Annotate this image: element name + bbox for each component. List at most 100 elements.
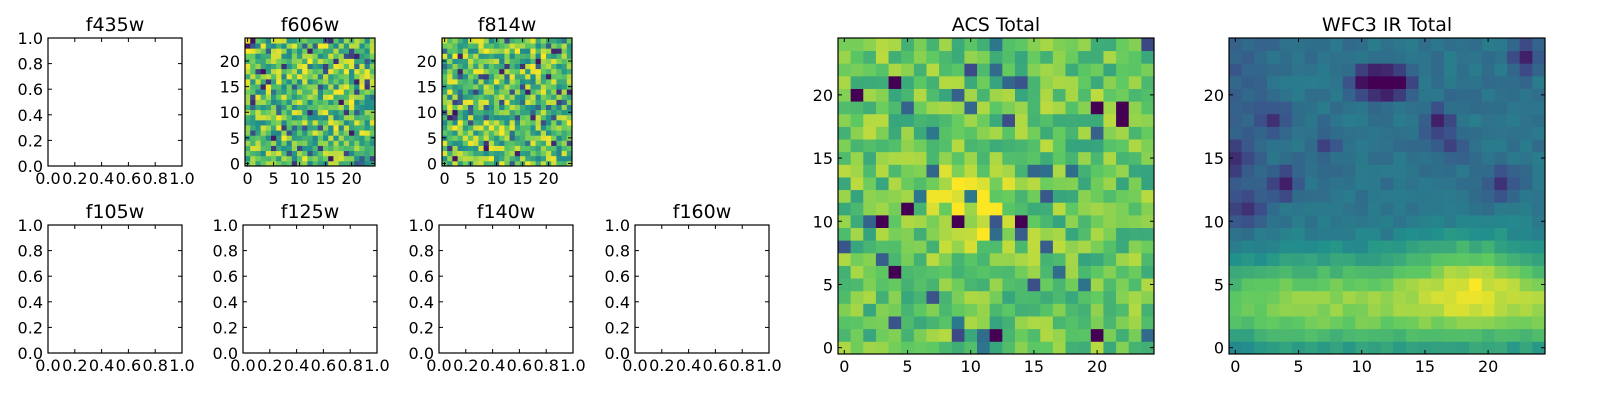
heatmap-cell xyxy=(964,189,978,203)
heatmap-cell xyxy=(1405,139,1419,153)
y-tick-label: 0.6 xyxy=(409,267,434,286)
heatmap-cell xyxy=(520,130,526,136)
heatmap-cell xyxy=(457,155,464,162)
heatmap-cell xyxy=(323,104,329,111)
heatmap-cell xyxy=(1040,75,1054,89)
heatmap-cell xyxy=(1393,341,1407,355)
heatmap-cell xyxy=(265,109,272,116)
heatmap-cell xyxy=(1103,290,1117,304)
heatmap-cell xyxy=(520,125,526,131)
heatmap-cell xyxy=(343,125,350,131)
heatmap-cell xyxy=(488,109,495,116)
heatmap-cell xyxy=(504,53,510,59)
heatmap-cell xyxy=(556,48,562,54)
heatmap-cell xyxy=(520,94,526,100)
heatmap-cell xyxy=(888,113,902,127)
heatmap-cell xyxy=(1065,214,1079,228)
heatmap-cell xyxy=(1507,139,1521,153)
heatmap-cell xyxy=(265,68,272,75)
heatmap-cell xyxy=(509,150,516,157)
heatmap-cell xyxy=(1128,290,1142,304)
heatmap-cell xyxy=(1266,113,1280,127)
heatmap-cell xyxy=(1481,240,1495,254)
heatmap-cell xyxy=(875,240,889,254)
y-tick-label: 20 xyxy=(813,86,833,105)
heatmap-cell xyxy=(457,119,464,126)
heatmap-cell xyxy=(499,140,505,146)
heatmap-cell xyxy=(1002,227,1016,241)
heatmap-cell xyxy=(1292,316,1306,330)
heatmap-cell xyxy=(1292,227,1306,241)
heatmap-cell xyxy=(540,140,547,146)
heatmap-cell xyxy=(343,94,350,100)
heatmap-cell xyxy=(1380,290,1394,304)
heatmap-cell xyxy=(494,150,500,157)
heatmap-cell xyxy=(1469,290,1483,304)
heatmap-cell xyxy=(354,58,360,64)
heatmap-cell xyxy=(494,145,500,152)
heatmap-cell xyxy=(556,160,562,167)
heatmap-cell xyxy=(546,73,552,80)
heatmap-cell xyxy=(989,278,1003,292)
heatmap-cell xyxy=(514,89,521,95)
heatmap-cell xyxy=(276,140,282,146)
heatmap-cell xyxy=(255,94,261,100)
heatmap-cell xyxy=(1380,113,1394,127)
heatmap-cell xyxy=(1090,126,1104,140)
heatmap-cell xyxy=(468,43,474,49)
heatmap-cell xyxy=(556,58,562,64)
heatmap-cell xyxy=(989,252,1003,266)
heatmap-cell xyxy=(964,88,978,102)
heatmap-cell xyxy=(312,63,319,70)
heatmap-cell xyxy=(494,58,500,64)
heatmap-cell xyxy=(478,68,484,75)
heatmap-cell xyxy=(1254,227,1268,241)
heatmap-cell xyxy=(561,68,568,75)
heatmap-cell xyxy=(1481,88,1495,102)
heatmap-cell xyxy=(1443,341,1457,355)
heatmap-cell xyxy=(1431,290,1445,304)
heatmap-cell xyxy=(349,48,355,54)
heatmap-cell xyxy=(260,125,267,131)
heatmap-cell xyxy=(488,145,495,152)
heatmap-cell xyxy=(875,88,889,102)
heatmap-cell xyxy=(850,290,864,304)
heatmap-cell xyxy=(1027,227,1041,241)
heatmap-cell xyxy=(255,73,261,80)
heatmap-cell xyxy=(520,89,526,95)
heatmap-cell xyxy=(1090,328,1104,342)
heatmap-cell xyxy=(1393,265,1407,279)
heatmap-cell xyxy=(1519,240,1533,254)
heatmap-cell xyxy=(1065,164,1079,178)
heatmap-cell xyxy=(1469,214,1483,228)
heatmap-cell xyxy=(1141,177,1155,191)
heatmap-cell xyxy=(1342,316,1356,330)
heatmap-cell xyxy=(509,48,516,54)
heatmap-cell xyxy=(250,94,256,100)
heatmap-cell xyxy=(1443,265,1457,279)
heatmap-cell xyxy=(525,130,531,136)
heatmap-cell xyxy=(276,109,282,116)
heatmap-cell xyxy=(442,150,448,157)
heatmap-cell xyxy=(838,316,852,330)
heatmap-cell xyxy=(875,316,889,330)
heatmap-cell xyxy=(566,94,573,100)
heatmap-cell xyxy=(1065,240,1079,254)
heatmap-cell xyxy=(1507,126,1521,140)
y-tick-label: 0.8 xyxy=(605,242,630,261)
heatmap-cell xyxy=(1507,328,1521,342)
heatmap-cell xyxy=(509,119,516,126)
heatmap-cell xyxy=(1443,240,1457,254)
heatmap-cell xyxy=(1304,177,1318,191)
heatmap-cell xyxy=(297,114,303,121)
heatmap-cell xyxy=(359,53,365,59)
heatmap-cell xyxy=(1330,240,1344,254)
heatmap-cell xyxy=(1116,328,1130,342)
heatmap-cell xyxy=(1090,227,1104,241)
heatmap-cell xyxy=(1241,177,1255,191)
heatmap-cell xyxy=(850,316,864,330)
heatmap-cell xyxy=(509,160,516,167)
heatmap-cell xyxy=(888,316,902,330)
